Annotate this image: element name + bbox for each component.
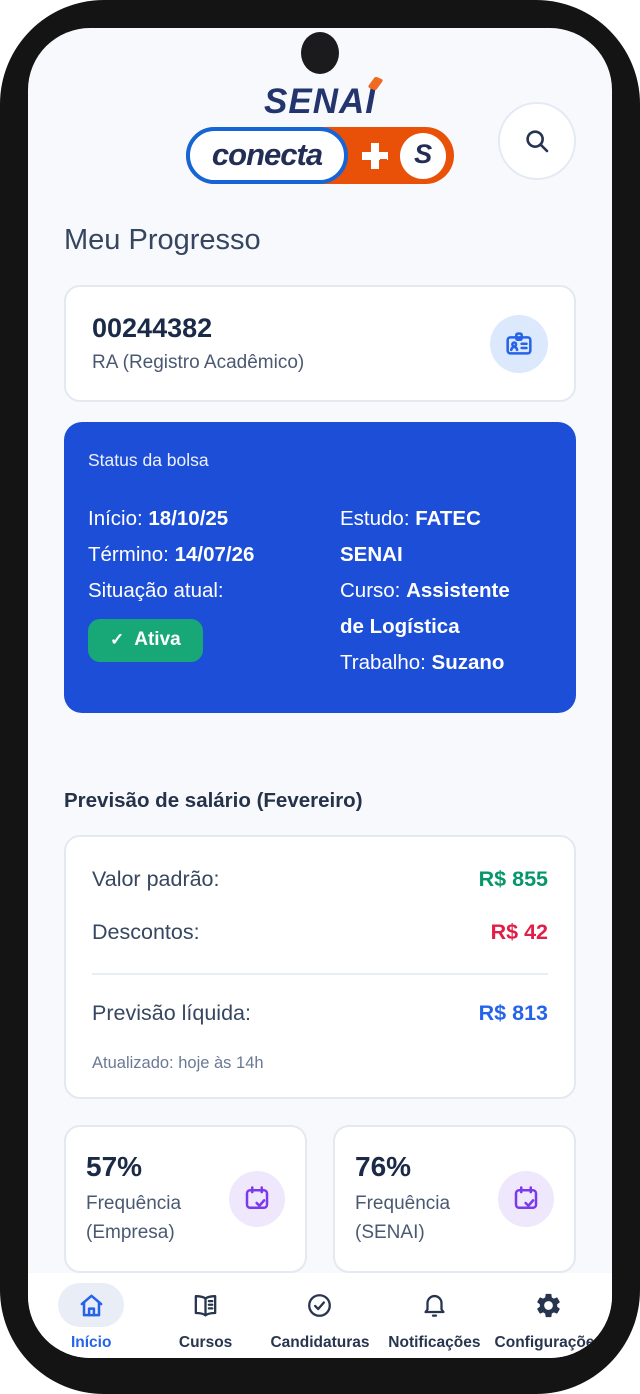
- search-button[interactable]: [498, 102, 576, 180]
- status-right-column: Estudo: FATEC SENAI Curso: Assistente de…: [340, 501, 537, 681]
- frequency-card-senai: 76% Frequência (SENAI): [333, 1125, 576, 1273]
- salary-card: Valor padrão: R$ 855 Descontos: R$ 42 Pr…: [64, 835, 576, 1099]
- nav-item-inicio[interactable]: Início: [34, 1283, 148, 1352]
- calendar-check-icon: [511, 1184, 541, 1214]
- senai-conecta-logo: SENAI conecta S: [185, 76, 455, 184]
- nav-label-inicio: Início: [70, 1334, 112, 1351]
- bell-icon-pill: [401, 1283, 467, 1327]
- camera-punch-hole: [301, 32, 339, 74]
- home-icon: [77, 1291, 106, 1320]
- salary-divider: [92, 973, 548, 975]
- home-icon-pill: [58, 1283, 125, 1327]
- estudo-row: Estudo: FATEC SENAI: [340, 507, 481, 566]
- gear-icon: [534, 1291, 563, 1320]
- termino-value: 14/07/26: [174, 543, 255, 566]
- salary-updated-timestamp: Atualizado: hoje às 14h: [92, 1054, 264, 1072]
- senai-accent-mark: [367, 76, 384, 91]
- descontos-value: R$ 42: [490, 920, 548, 944]
- conecta-pill: conecta S: [185, 127, 455, 184]
- salary-row-previsao-liquida: Previsão líquida: R$ 813: [92, 1001, 548, 1025]
- page-title: Meu Progresso: [64, 224, 261, 256]
- book-icon-pill: [173, 1283, 239, 1327]
- nav-items: Início: [34, 1283, 606, 1352]
- trabalho-value: Suzano: [431, 651, 505, 674]
- estudo-value: FATEC SENAI: [340, 507, 481, 566]
- situacao-row: Situação atual:: [88, 579, 224, 602]
- conecta-wordmark: conecta: [211, 136, 323, 172]
- frequency-cards-row: 57% Frequência (Empresa): [64, 1125, 576, 1273]
- nav-label-configuracoes: Configurações: [494, 1334, 604, 1351]
- senai-wordmark: SENAI: [264, 76, 384, 119]
- ra-card: 00244382 RA (Registro Acadêmico): [64, 285, 576, 402]
- id-badge-icon: [503, 328, 535, 360]
- calendar-check-icon-wrap: [498, 1171, 554, 1227]
- nav-label-cursos: Cursos: [178, 1334, 233, 1351]
- check-circle-icon: [305, 1291, 334, 1320]
- curso-row: Curso: Assistente de Logística: [340, 579, 510, 638]
- ra-number: 00244382: [92, 313, 213, 343]
- frequency-empresa-label: Frequência (Empresa): [86, 1193, 182, 1243]
- status-left-column: Início: 18/10/25 Término: 14/07/26 Situa…: [88, 501, 326, 681]
- check-icon: ✓: [110, 630, 125, 650]
- frequency-senai-percent: 76%: [355, 1151, 412, 1182]
- status-badge: ✓ Ativa: [88, 619, 203, 662]
- frequency-senai-label: Frequência (SENAI): [355, 1193, 451, 1243]
- nav-label-candidaturas: Candidaturas: [270, 1334, 370, 1351]
- status-card-title: Status da bolsa: [88, 450, 209, 470]
- frequency-senai-text: 76% Frequência (SENAI): [355, 1151, 450, 1247]
- status-card-columns: Início: 18/10/25 Término: 14/07/26 Situa…: [88, 501, 552, 681]
- calendar-check-icon: [242, 1184, 272, 1214]
- nav-item-notificacoes[interactable]: Notificações: [377, 1283, 491, 1352]
- ra-text-block: 00244382 RA (Registro Acadêmico): [92, 313, 304, 374]
- id-badge-icon-wrap: [490, 314, 548, 373]
- bottom-navigation: Início: [28, 1273, 612, 1358]
- status-badge-label: Ativa: [134, 629, 181, 650]
- app-screen: SENAI conecta S: [28, 28, 612, 1358]
- termino-row: Término: 14/07/26: [88, 543, 255, 566]
- bell-icon: [420, 1291, 449, 1320]
- curso-value: Assistente de Logística: [340, 579, 510, 638]
- status-card: Status da bolsa Início: 18/10/25 Término…: [64, 422, 576, 713]
- inicio-row: Início: 18/10/25: [88, 507, 229, 530]
- trabalho-row: Trabalho: Suzano: [340, 651, 505, 674]
- book-icon: [191, 1291, 220, 1320]
- conecta-pill-left: conecta: [185, 127, 349, 184]
- ra-label: RA (Registro Acadêmico): [92, 352, 305, 373]
- previsao-liquida-value: R$ 813: [478, 1001, 548, 1025]
- salary-section-heading: Previsão de salário (Fevereiro): [64, 789, 363, 812]
- frequency-card-empresa: 57% Frequência (Empresa): [64, 1125, 307, 1273]
- salary-row-valor-padrao: Valor padrão: R$ 855: [92, 867, 548, 891]
- search-icon: [522, 126, 552, 156]
- salary-row-descontos: Descontos: R$ 42: [92, 920, 548, 944]
- gear-icon-pill: [516, 1283, 582, 1327]
- frequency-empresa-percent: 57%: [86, 1151, 143, 1182]
- nav-label-notificacoes: Notificações: [388, 1334, 481, 1351]
- check-circle-icon-pill: [287, 1283, 353, 1327]
- plus-icon: [362, 142, 389, 169]
- frequency-empresa-text: 57% Frequência (Empresa): [86, 1151, 181, 1247]
- nav-item-configuracoes[interactable]: Configurações: [492, 1283, 606, 1352]
- nav-item-cursos[interactable]: Cursos: [148, 1283, 262, 1352]
- valor-padrao-value: R$ 855: [478, 867, 548, 891]
- calendar-check-icon-wrap: [229, 1171, 285, 1227]
- app-header: SENAI conecta S: [28, 76, 612, 184]
- inicio-value: 18/10/25: [148, 507, 229, 530]
- nav-item-candidaturas[interactable]: Candidaturas: [263, 1283, 377, 1352]
- s-badge: S: [400, 132, 447, 179]
